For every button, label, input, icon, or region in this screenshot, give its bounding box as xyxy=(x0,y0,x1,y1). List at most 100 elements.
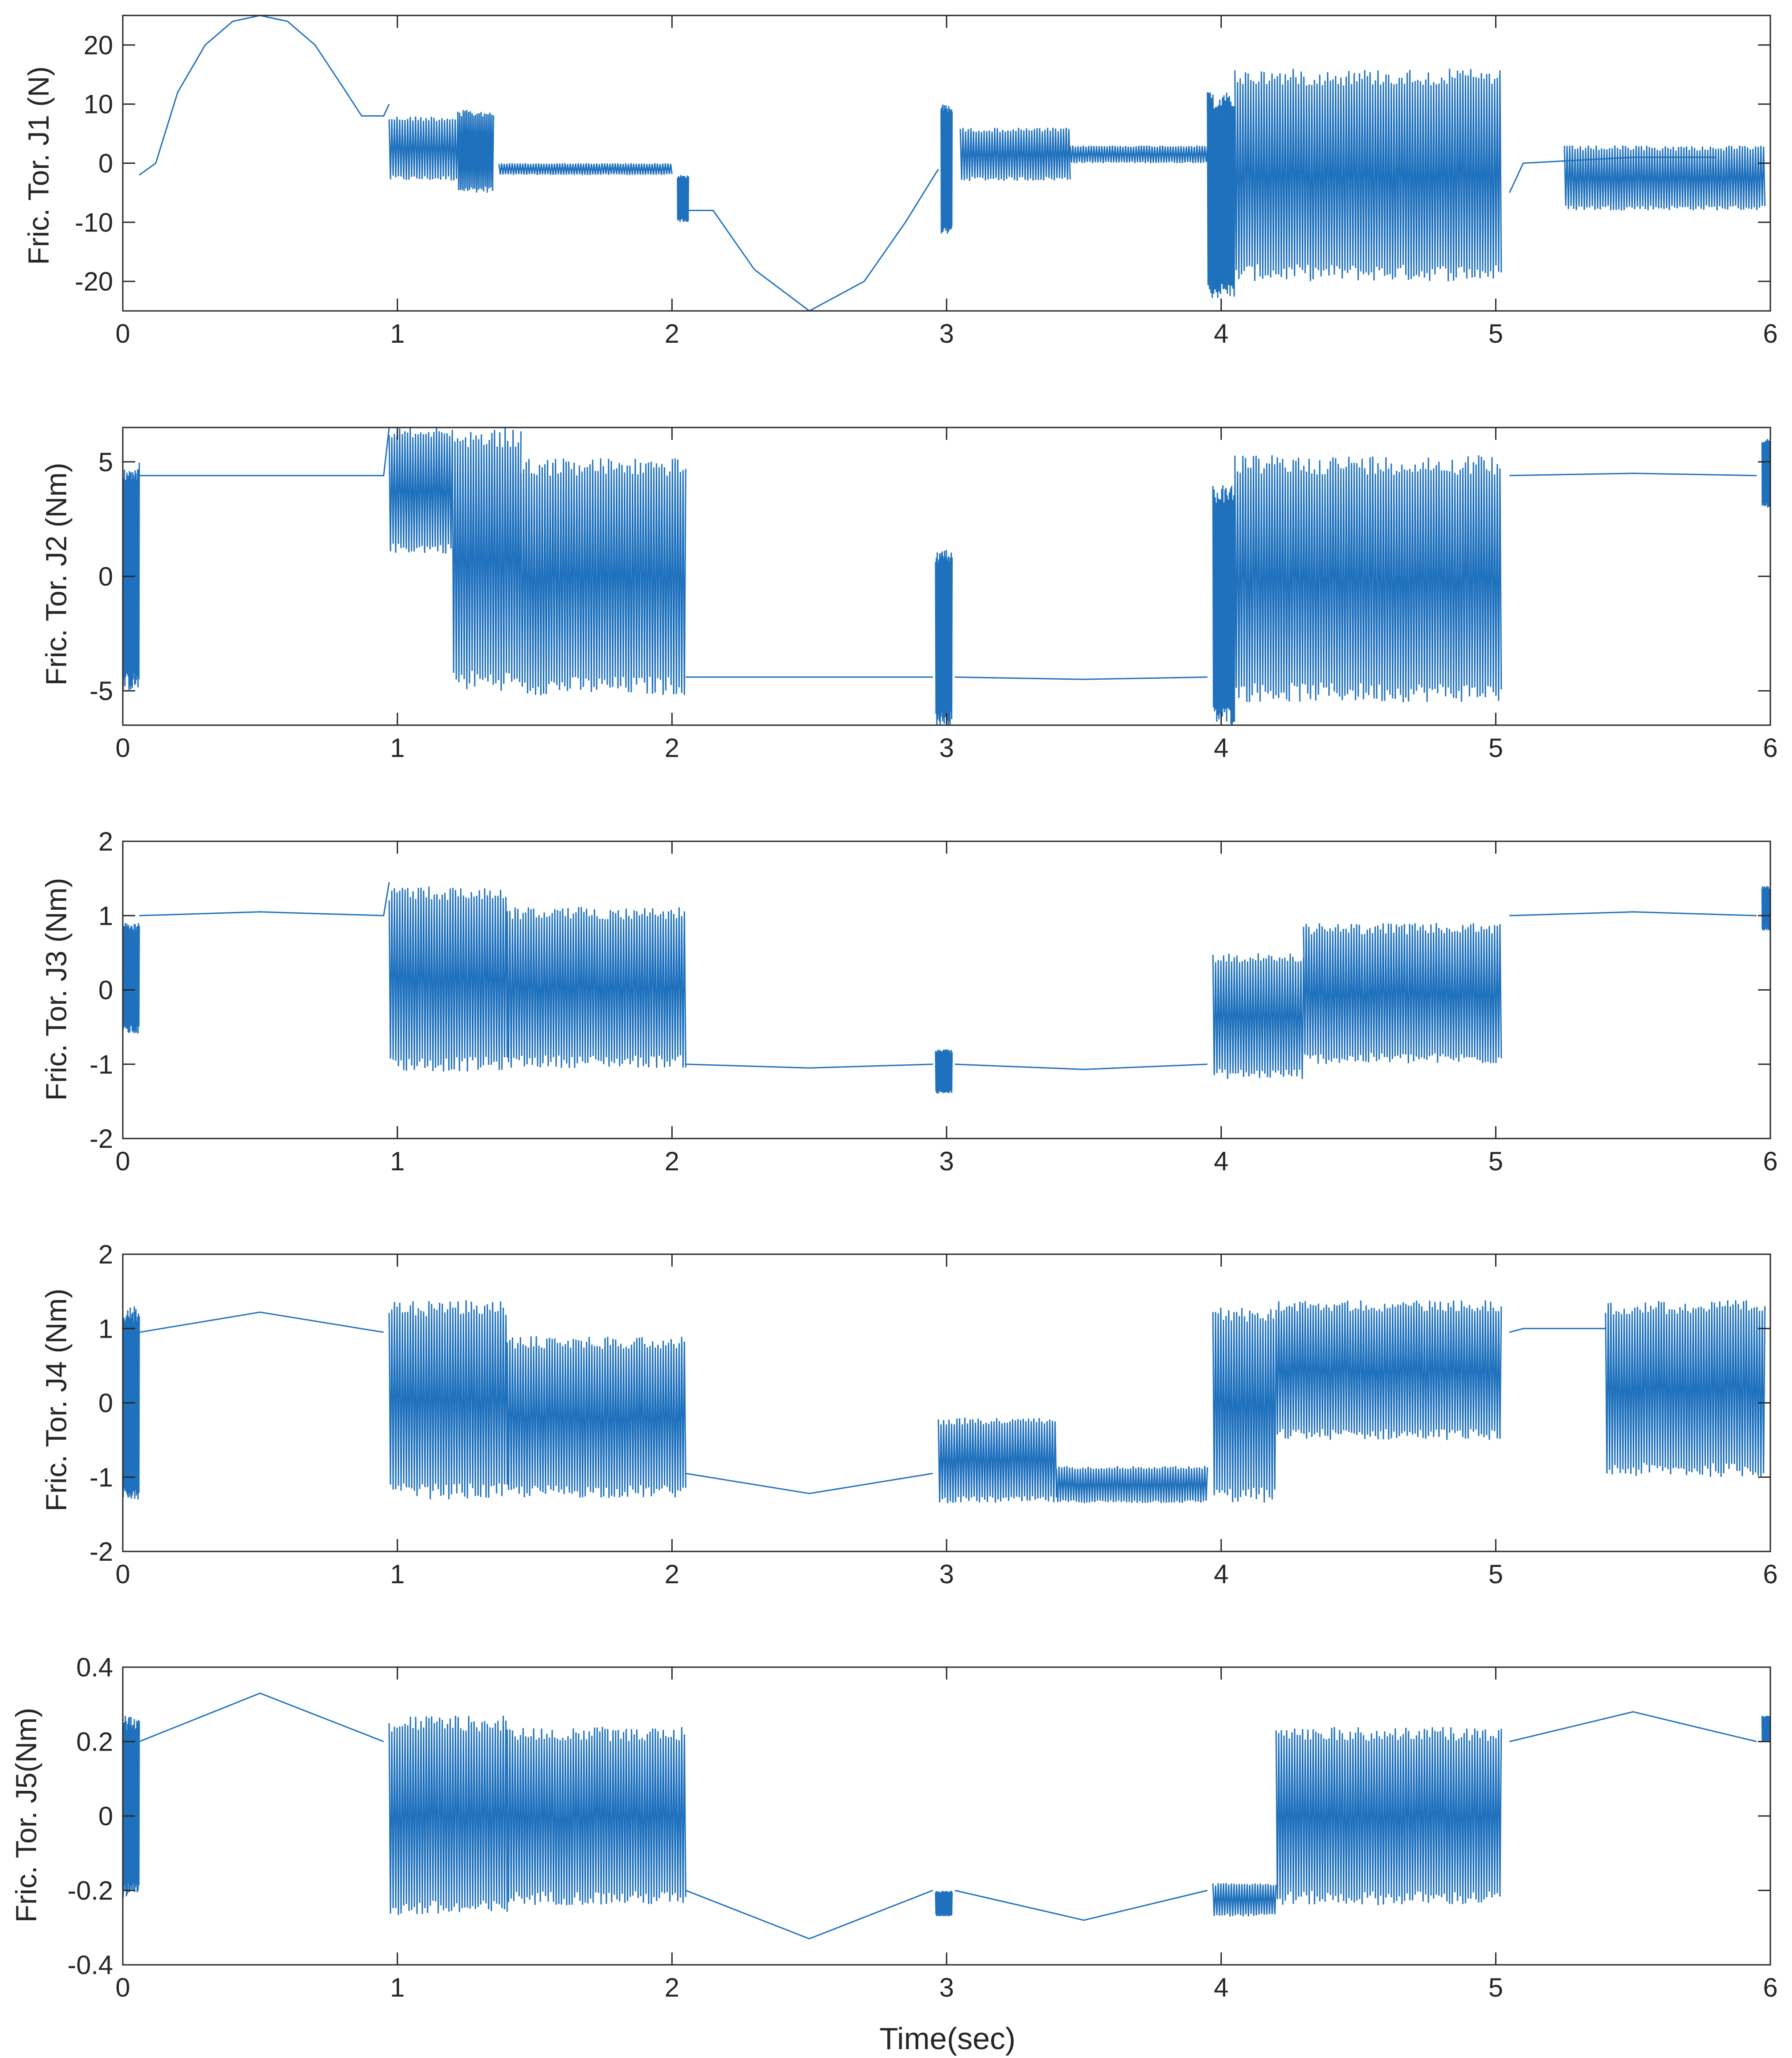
smooth-segment-2-3 xyxy=(955,676,1208,680)
oscillation-band-3-2 xyxy=(388,886,508,1072)
subplot-4: Fric. Tor. J4 (Nm) 0 1 2 3 4 5 6 2 1 0 -1 -2 xyxy=(40,1240,1778,1589)
series-3 xyxy=(123,882,1770,1093)
oscillation-band-1-6 xyxy=(959,128,1071,181)
xtick-label-5-5: 5 xyxy=(1489,1973,1503,2002)
xtick-label-3-3: 3 xyxy=(939,1146,954,1176)
ytick-label-4-0: 2 xyxy=(99,1240,113,1269)
ytick-label-3-0: 2 xyxy=(99,827,113,856)
ytick-label-5-0: 0.4 xyxy=(76,1653,113,1682)
xtick-label-4-5: 5 xyxy=(1489,1559,1503,1589)
oscillation-band-2-2 xyxy=(388,427,453,554)
xtick-label-1-6: 6 xyxy=(1763,319,1777,348)
smooth-segment-3-3 xyxy=(955,1063,1208,1070)
xtick-label-1-0: 0 xyxy=(115,319,130,348)
xtick-label-1-1: 1 xyxy=(390,319,405,348)
ytick-label-1-3: -10 xyxy=(75,208,113,237)
oscillation-band-4-6 xyxy=(1212,1307,1277,1503)
oscillation-band-2-6 xyxy=(1212,485,1236,725)
series-4 xyxy=(123,1300,1766,1503)
xtick-label-1-2: 2 xyxy=(665,319,679,348)
axes-box-3 xyxy=(122,840,1771,1139)
xtick-label-4-3: 3 xyxy=(939,1559,954,1589)
xtick-label-3-1: 1 xyxy=(390,1146,405,1176)
series-1 xyxy=(139,15,1766,311)
ytick-label-3-1: 1 xyxy=(99,901,113,931)
axes-box-5 xyxy=(122,1666,1771,1966)
ytick-label-1-4: -20 xyxy=(75,267,113,296)
smooth-segment-1-3 xyxy=(1509,156,1716,193)
smooth-segment-1-1 xyxy=(139,15,390,176)
xtick-label-2-4: 4 xyxy=(1214,733,1228,763)
smooth-segment-2-1 xyxy=(139,427,390,477)
xtick-label-4-6: 6 xyxy=(1763,1559,1777,1589)
smooth-segment-3-1 xyxy=(139,882,390,916)
xtick-label-2-5: 5 xyxy=(1489,733,1503,763)
ytick-label-4-2: 0 xyxy=(99,1388,113,1418)
xtick-label-1-3: 3 xyxy=(939,319,954,348)
xtick-label-5-4: 4 xyxy=(1214,1973,1228,2002)
ytick-label-2-0: 5 xyxy=(99,447,113,477)
ylabel-4: Fric. Tor. J4 (Nm) xyxy=(40,1289,72,1512)
ylabel-3: Fric. Tor. J3 (Nm) xyxy=(40,878,72,1101)
ytick-label-2-2: -5 xyxy=(90,676,113,706)
subplot-2: Fric. Tor. J2 (Nm) 0 1 2 3 4 5 650-5 xyxy=(40,427,1778,763)
xtick-label-2-0: 0 xyxy=(115,733,130,763)
smooth-segment-1-2 xyxy=(688,169,939,311)
oscillation-band-4-8 xyxy=(1605,1300,1766,1477)
smooth-segment-5-1 xyxy=(139,1692,384,1742)
smooth-segment-4-3 xyxy=(1509,1328,1606,1333)
ytick-label-5-3: -0.2 xyxy=(68,1876,113,1906)
xtick-label-2-2: 2 xyxy=(665,733,679,763)
oscillation-band-3-6 xyxy=(1303,923,1502,1064)
xtick-label-1-4: 4 xyxy=(1214,319,1228,348)
oscillation-band-3-1 xyxy=(123,923,140,1034)
oscillation-band-5-4 xyxy=(935,1891,953,1917)
smooth-segment-5-2 xyxy=(685,1890,933,1940)
oscillation-band-1-5 xyxy=(940,104,953,234)
series-5 xyxy=(123,1692,1770,1940)
oscillation-band-1-9 xyxy=(1234,68,1502,281)
subplot-3: Fric. Tor. J3 (Nm) 0 1 2 3 4 5 6 2 1 0 -1 -2 xyxy=(40,827,1778,1176)
oscillation-band-1-2 xyxy=(457,110,494,193)
xtick-label-3-2: 2 xyxy=(665,1146,679,1176)
oscillation-band-4-5 xyxy=(1056,1466,1209,1503)
smooth-segment-5-4 xyxy=(1509,1711,1757,1742)
xtick-label-4-0: 0 xyxy=(115,1559,130,1589)
oscillation-band-2-7 xyxy=(1234,455,1502,703)
oscillation-band-1-3 xyxy=(498,163,673,175)
oscillation-band-2-3 xyxy=(451,428,522,691)
oscillation-band-4-4 xyxy=(937,1418,1057,1503)
series-2 xyxy=(123,427,1770,725)
oscillation-band-2-5 xyxy=(935,550,953,725)
oscillation-band-5-7 xyxy=(1761,1715,1770,1742)
xtick-label-4-1: 1 xyxy=(390,1559,405,1589)
ytick-label-1-1: 10 xyxy=(83,90,113,119)
subplot-1: Fric. Tor. J1 (N) 0 1 2 3 4 5 6 20 10 0 -10 -20 xyxy=(22,15,1778,348)
ytick-label-4-4: -2 xyxy=(90,1537,113,1566)
ylabel-5: Fric. Tor. J5(Nm) xyxy=(10,1708,42,1922)
axes-box-4 xyxy=(122,1253,1771,1552)
oscillation-band-5-3 xyxy=(506,1727,686,1906)
oscillation-band-2-4 xyxy=(520,458,686,696)
xtick-label-3-5: 5 xyxy=(1489,1146,1503,1176)
oscillation-band-3-5 xyxy=(1212,953,1304,1079)
smooth-segment-5-3 xyxy=(955,1890,1208,1921)
ytick-label-5-4: -0.4 xyxy=(68,1950,113,1980)
oscillation-band-5-6 xyxy=(1275,1727,1502,1906)
xtick-label-5-0: 0 xyxy=(115,1973,130,2002)
oscillation-band-1-10 xyxy=(1564,145,1766,211)
oscillation-band-5-1 xyxy=(123,1716,140,1898)
xtick-label-3-4: 4 xyxy=(1214,1146,1228,1176)
ylabel-1: Fric. Tor. J1 (N) xyxy=(22,66,55,265)
oscillation-band-4-2 xyxy=(388,1300,508,1500)
ytick-label-4-3: -1 xyxy=(90,1463,113,1492)
ytick-label-3-2: 0 xyxy=(99,976,113,1005)
smooth-segment-4-1 xyxy=(139,1311,384,1333)
xtick-label-3-0: 0 xyxy=(115,1146,130,1176)
oscillation-band-3-4 xyxy=(935,1049,953,1093)
ytick-label-5-2: 0 xyxy=(99,1801,113,1831)
oscillation-band-5-2 xyxy=(388,1715,508,1915)
oscillation-band-1-8 xyxy=(1207,92,1236,298)
oscillation-band-1-7 xyxy=(1069,145,1209,163)
